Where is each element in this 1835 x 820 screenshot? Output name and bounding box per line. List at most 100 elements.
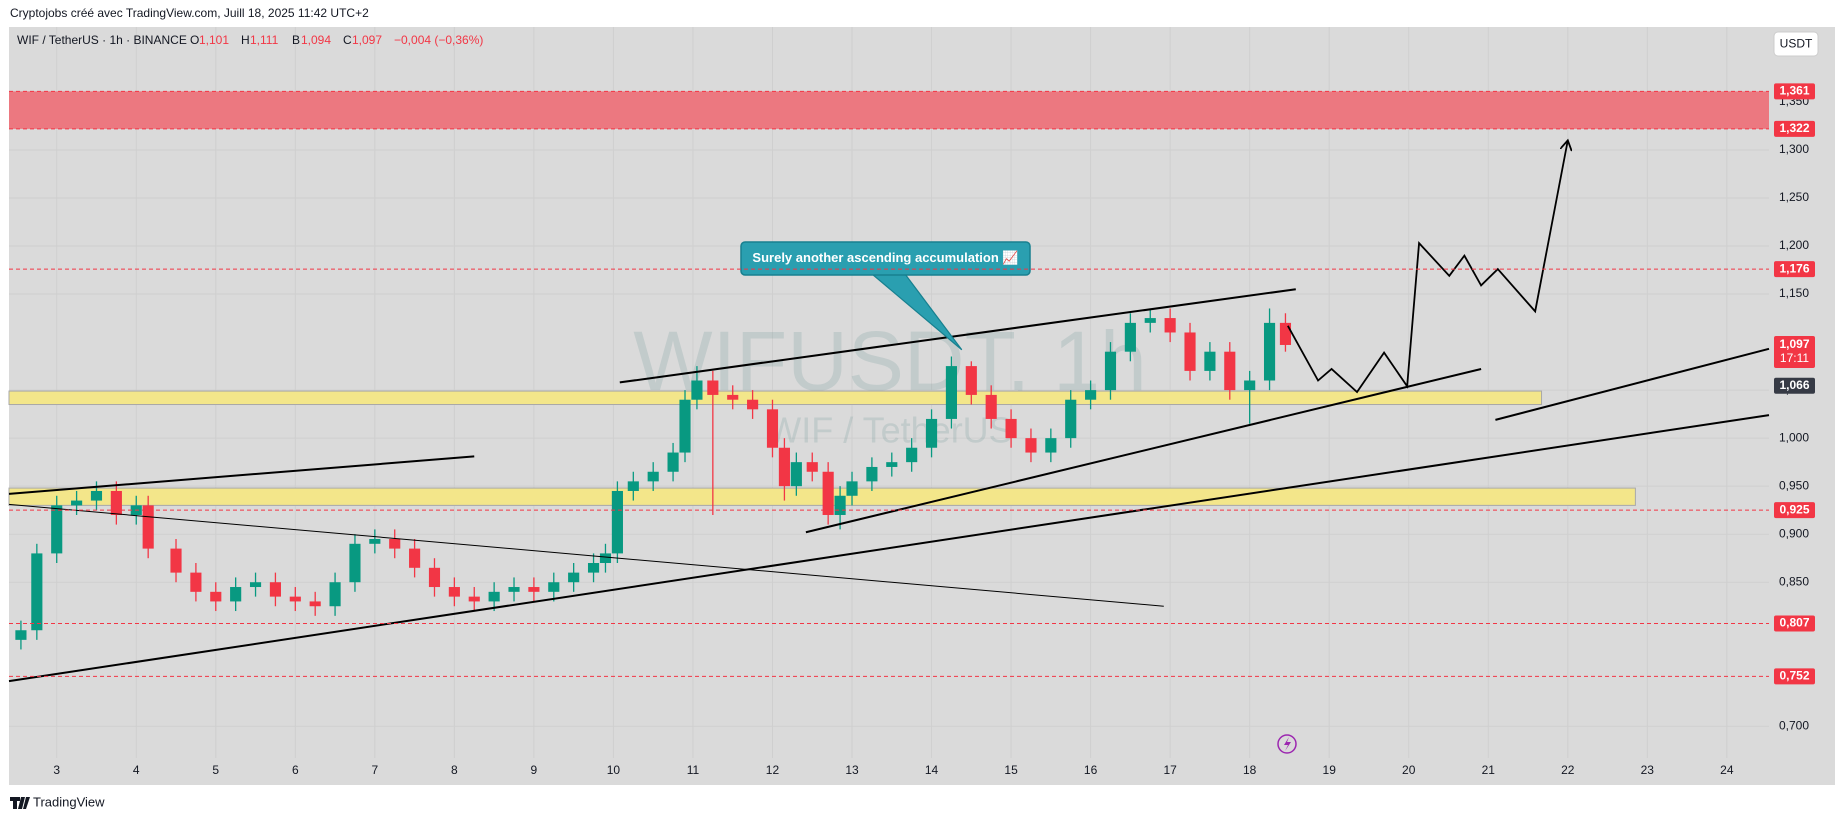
x-tick-label: 10 xyxy=(607,763,621,777)
ohlc-key: C xyxy=(343,33,352,47)
candle-body xyxy=(766,409,779,448)
credit: Cryptojobs créé avec TradingView.com, Ju… xyxy=(10,6,369,20)
candle-body xyxy=(1124,322,1136,352)
x-tick-label: 19 xyxy=(1323,763,1337,777)
x-tick-label: 17 xyxy=(1163,763,1177,777)
candle-body xyxy=(1085,390,1097,400)
candle-body xyxy=(945,366,957,419)
y-tick-label: 1,000 xyxy=(1779,430,1809,444)
callout-text: Surely another ascending accumulation 📈 xyxy=(752,250,1018,265)
y-tick-label: 0,900 xyxy=(1779,526,1809,540)
x-tick-label: 8 xyxy=(451,763,458,777)
legend: WIF / TetherUS · 1h · BINANCE O 1,101 H 1,1… xyxy=(17,33,483,47)
candle-body xyxy=(51,505,63,554)
candle-body xyxy=(15,630,27,640)
x-tick-label: 9 xyxy=(531,763,538,777)
trend-line xyxy=(1495,347,1770,421)
countdown: 17:11 xyxy=(1780,351,1809,365)
candle-body xyxy=(1279,322,1292,345)
candle-body xyxy=(790,462,802,487)
drawings: Surely another ascending accumulation 📈 xyxy=(8,140,1770,683)
x-tick-label: 4 xyxy=(133,763,140,777)
candle-body xyxy=(1045,438,1057,453)
currency-button[interactable] xyxy=(1773,31,1819,57)
brand: TradingView xyxy=(33,794,105,809)
candle-body xyxy=(289,596,301,602)
y-tick-label: 1,250 xyxy=(1779,190,1809,204)
trend-line xyxy=(1287,140,1568,394)
candle-body xyxy=(568,572,580,583)
last-price-box xyxy=(1774,335,1815,368)
candle-body xyxy=(667,452,679,472)
candle-body xyxy=(1065,399,1077,439)
candles xyxy=(15,308,1292,650)
x-tick-label: 11 xyxy=(687,763,700,777)
candle-body xyxy=(369,538,381,544)
x-tick-label: 13 xyxy=(845,763,859,777)
callout-box xyxy=(740,241,1031,276)
y-tick-label: 1,300 xyxy=(1779,142,1809,156)
candle-body xyxy=(679,399,691,453)
marker-price-box xyxy=(1774,377,1815,394)
candle-body xyxy=(468,596,480,602)
level-label-box xyxy=(1774,668,1815,685)
symbol: WIF / TetherUS · 1h · BINANCE xyxy=(17,33,187,47)
x-tick-label: 14 xyxy=(925,763,939,777)
trend-line xyxy=(619,288,1296,384)
candle-body xyxy=(1164,318,1176,333)
candle-body xyxy=(906,447,918,463)
y-tick-label: 0,950 xyxy=(1779,478,1809,492)
alert-icon[interactable] xyxy=(1277,734,1297,754)
candle-body xyxy=(611,490,623,554)
candle-body xyxy=(90,490,103,501)
level-label: 0,752 xyxy=(1779,669,1809,683)
candle-body xyxy=(428,567,441,588)
candle-body xyxy=(866,466,878,482)
x-tick-label: 24 xyxy=(1720,763,1734,777)
x-tick-label: 21 xyxy=(1482,763,1496,777)
ohlc-value: 1,111 xyxy=(250,33,279,47)
candle-body xyxy=(389,538,401,549)
zone xyxy=(9,91,1769,129)
zone xyxy=(8,487,1636,506)
ohlc-key: O xyxy=(190,33,199,47)
currency[interactable]: USDT xyxy=(1780,37,1813,51)
candle-body xyxy=(778,447,790,487)
x-tick-label: 22 xyxy=(1561,763,1575,777)
ohlc-value: 1,097 xyxy=(352,33,382,47)
trend-line xyxy=(8,455,475,495)
candle-body xyxy=(31,553,43,631)
candle-body xyxy=(925,418,938,448)
candle-body xyxy=(846,481,858,496)
chart-background xyxy=(9,27,1835,785)
candle-body xyxy=(349,543,361,583)
candle-body xyxy=(747,399,759,410)
candle-body xyxy=(409,548,421,568)
zones xyxy=(8,91,1769,506)
x-tick-label: 3 xyxy=(53,763,60,777)
ohlc-value: 1,094 xyxy=(301,33,331,47)
candle-body xyxy=(190,572,202,592)
candle-body xyxy=(806,462,818,472)
candle-body xyxy=(727,394,739,400)
candle-body xyxy=(448,587,460,597)
candle-body xyxy=(691,380,703,400)
trend-line xyxy=(8,414,1770,683)
candle-body xyxy=(71,500,83,506)
candle-body xyxy=(110,490,122,515)
marker-price: 1,066 xyxy=(1779,378,1809,392)
trend-line xyxy=(8,503,1164,607)
y-tick-label: 1,150 xyxy=(1779,286,1809,300)
axes: 3 4 5 6 7 8 9 10 11 12 13 14 15 16 17 18 19 20 21 22 23 24 0,7… xyxy=(9,83,1815,777)
alert-bolt xyxy=(1284,737,1291,751)
candle-body xyxy=(249,582,262,588)
candle-body xyxy=(508,587,520,592)
zone xyxy=(8,390,1543,406)
y-tick-label: 0,700 xyxy=(1779,718,1809,732)
candle-body xyxy=(822,471,834,515)
brand-logo xyxy=(10,797,30,809)
x-tick-label: 12 xyxy=(766,763,780,777)
candle-body xyxy=(309,601,321,607)
candle-body xyxy=(142,505,154,549)
